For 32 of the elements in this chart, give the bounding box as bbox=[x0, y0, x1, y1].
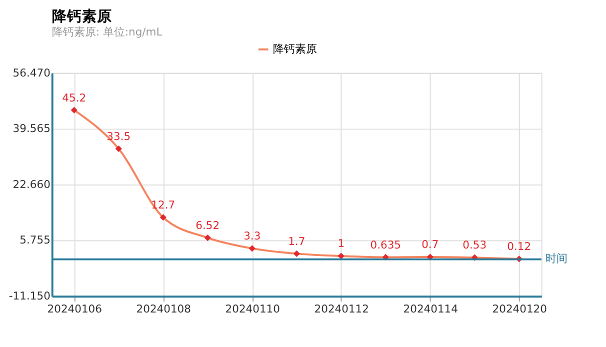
y-tick-label: 5.755 bbox=[20, 234, 50, 247]
x-tick-label: 20240110 bbox=[225, 302, 280, 316]
data-label: 45.2 bbox=[62, 91, 86, 104]
point bbox=[338, 252, 344, 260]
data-label: 0.635 bbox=[370, 238, 402, 252]
point bbox=[248, 245, 256, 252]
chart-title: 降钙素原 bbox=[52, 8, 112, 26]
x-tick-label: 20240114 bbox=[403, 302, 458, 316]
data-label: 3.3 bbox=[244, 230, 261, 243]
x-axis-title: 时间 bbox=[545, 252, 568, 266]
data-label: 0.12 bbox=[507, 240, 532, 254]
data-label: 1 bbox=[338, 237, 345, 250]
point bbox=[70, 106, 78, 114]
x-tick-label: 20240106 bbox=[47, 302, 102, 316]
data-label: 1.7 bbox=[288, 234, 306, 248]
data-label: 6.52 bbox=[196, 218, 220, 232]
data-label: 0.53 bbox=[462, 238, 487, 252]
y-tick-label: 39.565 bbox=[12, 122, 50, 136]
y-tick-label: 56.470 bbox=[12, 66, 51, 80]
point bbox=[160, 214, 166, 221]
legend-label: 降钙素原 bbox=[273, 42, 318, 56]
point bbox=[204, 234, 211, 242]
point bbox=[115, 145, 122, 152]
chart-subtitle: 降钙素原: 单位:ng/mL bbox=[52, 26, 162, 39]
x-tick-label: 20240108 bbox=[136, 302, 192, 316]
y-tick-label: 22.660 bbox=[12, 178, 51, 191]
x-tick-label: 20240112 bbox=[314, 302, 369, 316]
data-label: 0.7 bbox=[422, 238, 439, 252]
data-label: 33.5 bbox=[106, 130, 131, 143]
y-tick-label: -11.150 bbox=[8, 290, 51, 303]
x-tick-label: 20240120 bbox=[492, 302, 548, 316]
point bbox=[293, 250, 300, 257]
